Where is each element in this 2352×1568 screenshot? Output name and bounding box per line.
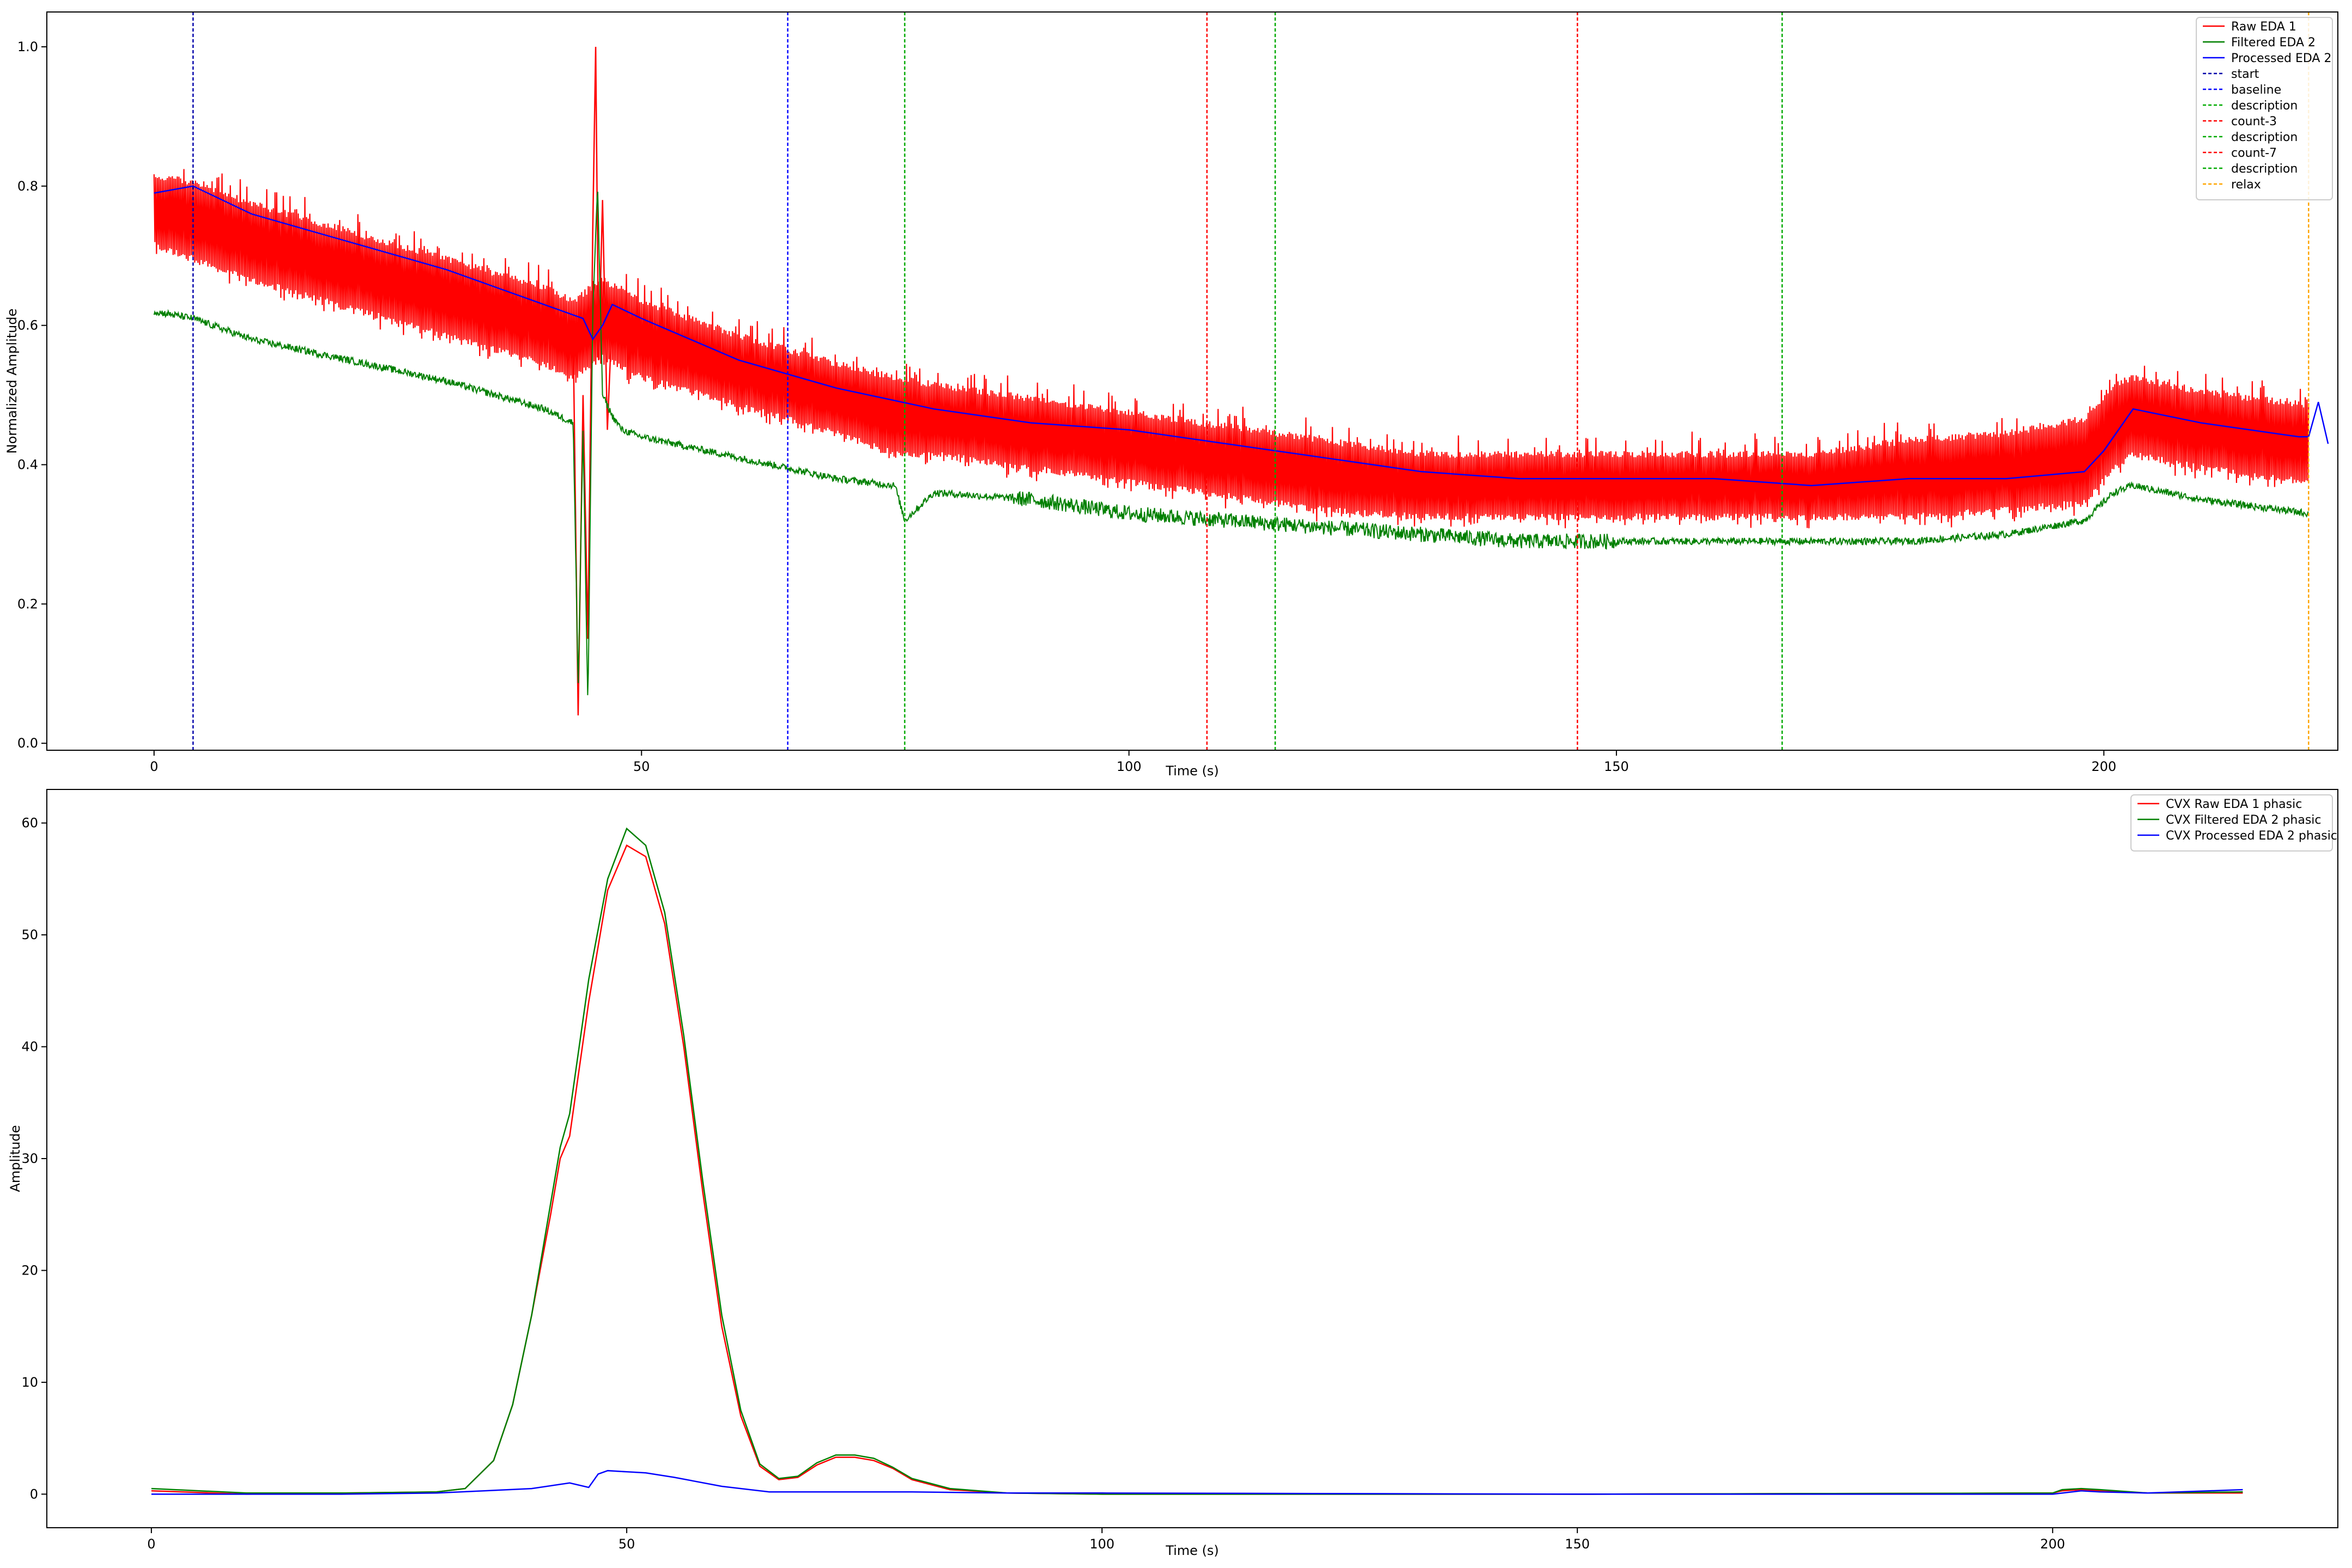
plot-area (151, 829, 2243, 1494)
y-tick-label: 0.4 (17, 457, 38, 473)
y-tick-label: 40 (21, 1039, 38, 1055)
legend-entry: relax (2231, 178, 2261, 192)
x-tick-label: 100 (1089, 1536, 1114, 1552)
y-axis-label: Normalized Amplitude (4, 309, 20, 454)
x-tick-label: 150 (1565, 1536, 1590, 1552)
y-tick-label: 20 (21, 1263, 38, 1278)
y-tick-label: 0.2 (17, 596, 38, 611)
legend-entry: description (2231, 131, 2298, 144)
legend: Raw EDA 1 Filtered EDA 2 Processed EDA 2 st… (2196, 17, 2332, 200)
chart-panel-1: 0 50 100 150 200 0.0 0.2 0.4 0.6 0.8 1.0 Time (s) No… (4, 12, 2338, 779)
y-tick-label: 10 (21, 1375, 38, 1390)
legend-entry: Raw EDA 1 (2231, 20, 2296, 34)
chart-panel-2: 0 50 100 150 200 0 10 20 30 40 50 60 Time (s) Amplitu… (8, 789, 2338, 1558)
x-tick-label: 200 (2091, 759, 2116, 774)
x-tick-label: 0 (147, 1536, 155, 1552)
x-tick-label: 0 (150, 759, 158, 774)
legend-entry: CVX Processed EDA 2 phasic (2166, 829, 2337, 843)
series-cvx-raw-eda-1-phasic (151, 846, 2243, 1494)
x-axis-label: Time (s) (1165, 763, 1219, 779)
y-tick-label: 30 (21, 1151, 38, 1166)
y-tick-label: 0.0 (17, 736, 38, 751)
legend-entry: Filtered EDA 2 (2231, 36, 2316, 50)
series-cvx-processed-eda-2-phasic (151, 1471, 2243, 1494)
legend-entry: Processed EDA 2 (2231, 52, 2331, 65)
x-tick-label: 100 (1117, 759, 1142, 774)
legend-entry: count-7 (2231, 146, 2277, 160)
y-axis-label: Amplitude (8, 1125, 23, 1192)
legend-entry: CVX Filtered EDA 2 phasic (2166, 813, 2322, 827)
x-tick-label: 50 (633, 759, 650, 774)
series-raw-eda-1 (154, 169, 2308, 529)
plot-area (154, 12, 2328, 750)
y-tick-label: 1.0 (17, 39, 38, 54)
axes-frame (47, 12, 2338, 750)
legend-entry: start (2231, 68, 2259, 81)
legend: CVX Raw EDA 1 phasic CVX Filtered EDA 2 p… (2131, 795, 2337, 851)
series-cvx-filtered-eda-2-phasic (151, 829, 2243, 1494)
y-tick-label: 0.8 (17, 179, 38, 194)
y-tick-label: 0 (30, 1486, 38, 1502)
legend-entry: description (2231, 99, 2298, 113)
y-tick-label: 50 (21, 927, 38, 942)
x-tick-label: 150 (1604, 759, 1629, 774)
axes-frame (47, 789, 2338, 1528)
y-tick-label: 60 (21, 816, 38, 831)
legend-entry: count-3 (2231, 115, 2277, 128)
legend-entry: description (2231, 162, 2298, 176)
x-tick-label: 50 (618, 1536, 635, 1552)
y-tick-label: 0.6 (17, 318, 38, 333)
legend-entry: baseline (2231, 83, 2281, 97)
x-tick-label: 200 (2040, 1536, 2065, 1552)
legend-entry: CVX Raw EDA 1 phasic (2166, 798, 2302, 811)
x-axis-label: Time (s) (1165, 1543, 1219, 1558)
